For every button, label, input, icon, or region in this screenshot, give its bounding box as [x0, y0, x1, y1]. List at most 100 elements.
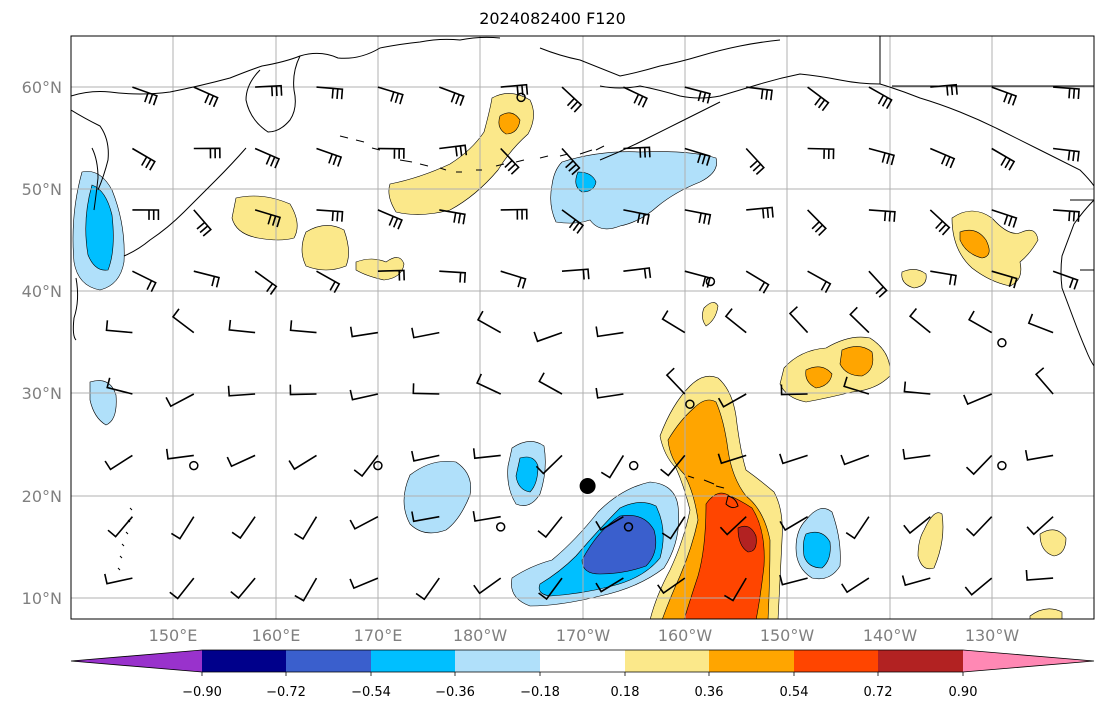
calm-circle [628, 460, 639, 471]
colorbar-segment [202, 650, 286, 672]
wind-barb [661, 310, 686, 334]
grid-lines [71, 36, 1094, 619]
wind-barb [193, 147, 221, 159]
lon-label-170e: 170°E [354, 626, 403, 645]
wind-barb [723, 577, 747, 602]
wind-barb [535, 454, 563, 475]
colorbar-segment [286, 650, 371, 672]
wind-barb [965, 454, 993, 476]
colorbar-segment [540, 650, 625, 672]
wind-barb [779, 574, 808, 586]
wind-barb [717, 393, 747, 408]
calm-circle [997, 338, 1007, 348]
cb-label-4: −0.18 [520, 685, 560, 700]
lat-label-50: 50°N [22, 180, 62, 199]
wind-barb [170, 516, 195, 540]
wind-barb [349, 389, 379, 401]
wind-barb [500, 208, 528, 220]
wind-barb [411, 511, 440, 523]
wind-barb [171, 308, 195, 334]
wind-barb [807, 209, 827, 236]
positive-anomaly-hawaii-darkred [737, 525, 757, 553]
wind-barb [439, 209, 466, 225]
wind-barb [349, 326, 379, 338]
negative-anomaly-kuril-core [85, 184, 114, 271]
plot-frame [70, 35, 1095, 620]
wind-barb [623, 146, 651, 158]
wind-barb [316, 147, 343, 167]
border-canada-us [879, 36, 1094, 271]
calm-circle [495, 522, 506, 532]
wind-barb [665, 367, 686, 395]
calm-circle [705, 276, 716, 287]
wind-barb [132, 86, 158, 106]
cb-label-0: −0.90 [182, 685, 222, 700]
wind-barb [561, 86, 583, 113]
positive-anomaly-hawaii-red [683, 492, 765, 619]
wind-barb [684, 270, 711, 288]
positive-anomaly-northeast [951, 210, 1039, 287]
wind-barb [929, 147, 956, 169]
wind-barb [745, 270, 770, 294]
coastline-sakhalin [91, 147, 99, 211]
aleutian-islands [339, 135, 605, 173]
wind-barb [595, 577, 624, 593]
wind-barb [595, 387, 624, 399]
wind-barb [132, 209, 160, 220]
coastline-okhotsk [71, 109, 109, 191]
positive-anomaly-north-pacific-1 [301, 225, 349, 271]
wind-barb [1024, 449, 1054, 461]
cb-label-3: −0.36 [435, 685, 475, 700]
wind-barb [288, 454, 317, 471]
wind-barb [377, 147, 405, 159]
storm-center-marker [579, 478, 596, 494]
wind-barb [807, 147, 835, 160]
wind-barb [289, 384, 317, 396]
wind-barb [294, 516, 318, 541]
wind-barb [661, 516, 686, 540]
wind-barb [193, 270, 220, 288]
wind-barb [746, 86, 773, 101]
wind-barb [903, 381, 931, 395]
coastline-kamchatka [245, 55, 301, 133]
wind-barb [193, 86, 219, 108]
calm-circle [685, 399, 695, 409]
wind-barb [377, 86, 404, 105]
wind-barb [105, 320, 133, 334]
wind-barb [349, 577, 379, 590]
negative-anomaly-hawaii-west [403, 461, 471, 534]
colorbar-segment [963, 650, 1094, 672]
wind-barb [537, 516, 563, 539]
colorbar-segment [371, 650, 455, 672]
wind-barb [1025, 569, 1054, 581]
negative-anomaly-japan-east [89, 380, 117, 426]
coastline-japan [72, 277, 79, 341]
wind-barb [316, 209, 344, 222]
wind-barb [963, 393, 993, 406]
wind-barb [807, 86, 830, 112]
wind-barb [1034, 367, 1054, 395]
wind-barb [623, 267, 652, 279]
wind-barb [724, 308, 747, 334]
wind-barb [255, 84, 283, 97]
wind-barb [840, 454, 870, 466]
wind-barb [779, 453, 808, 465]
wind-barb [1026, 516, 1054, 536]
wind-barb [226, 454, 256, 468]
wind-barb [684, 147, 711, 166]
wind-barb [231, 516, 256, 540]
lat-label-10: 10°N [22, 589, 62, 608]
calm-circle [189, 460, 199, 471]
wind-barb [595, 326, 624, 338]
anomaly-fills [72, 93, 1067, 619]
wind-barb [500, 270, 527, 289]
colorbar [70, 649, 1095, 676]
wind-barb [964, 577, 993, 596]
wind-barb [595, 516, 624, 531]
wind-barb [289, 320, 317, 334]
wind-barb [684, 86, 711, 104]
calm-circle [640, 22, 648, 30]
wind-barb [415, 577, 440, 601]
coastline-hawaii-2 [703, 479, 715, 485]
